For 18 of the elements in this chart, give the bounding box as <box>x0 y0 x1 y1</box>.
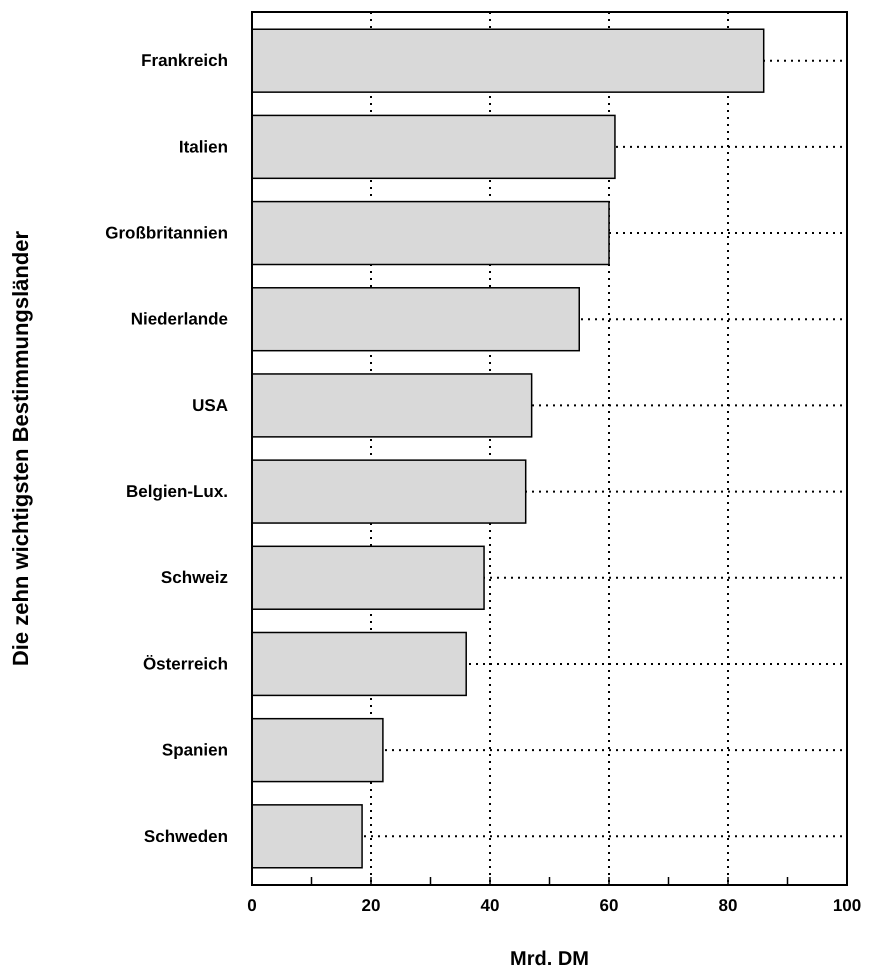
y-tick-label: Belgien-Lux. <box>126 482 228 502</box>
x-tick-label: 60 <box>600 896 618 916</box>
y-tick-label: Spanien <box>162 740 228 760</box>
y-tick-label: Großbritannien <box>105 223 228 242</box>
x-tick-label: 0 <box>247 896 257 916</box>
y-tick-label: Österreich <box>142 654 228 674</box>
x-tick-label: 100 <box>832 896 862 916</box>
x-tick-label: 40 <box>480 896 500 916</box>
x-axis-title: Mrd. DM <box>510 948 589 970</box>
y-tick-label: Schweiz <box>160 568 228 588</box>
y-tick-label: Italien <box>178 137 228 156</box>
y-tick-label: Frankreich <box>141 51 228 70</box>
y-tick-label: Schweden <box>144 826 228 846</box>
x-tick-label: 20 <box>362 896 380 916</box>
y-tick-label: Niederlande <box>130 310 228 329</box>
y-tick-label: USA <box>192 396 228 415</box>
y-axis-title: Die zehn wichtigsten Bestimmungsländer <box>8 230 33 666</box>
x-tick-label: 80 <box>718 896 738 916</box>
